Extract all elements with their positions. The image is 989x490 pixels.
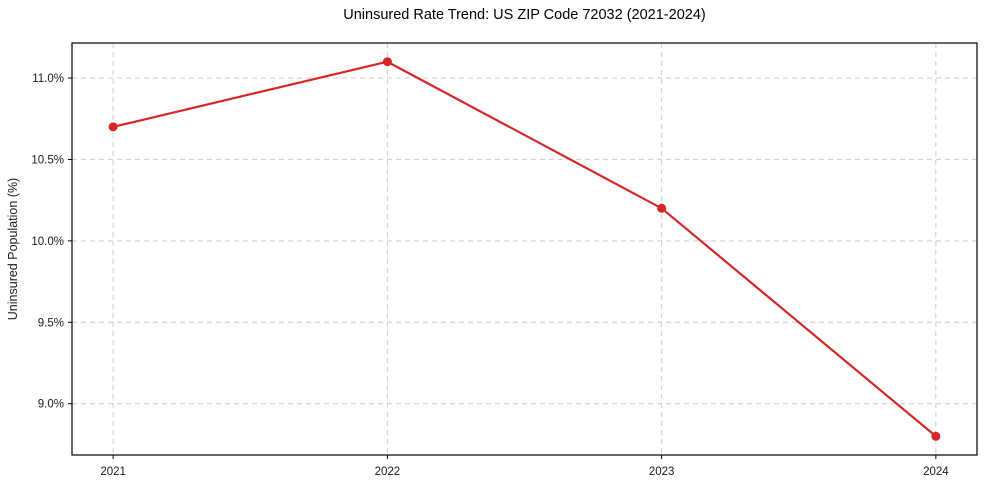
y-axis-label: Uninsured Population (%)	[6, 178, 20, 320]
x-tick-label: 2023	[649, 466, 675, 478]
y-tick-label: 11.0%	[32, 73, 64, 85]
x-tick-label: 2024	[923, 466, 949, 478]
y-tick-label: 9.0%	[38, 399, 64, 411]
data-point	[931, 431, 941, 441]
y-tick-label: 10.5%	[31, 154, 64, 166]
chart-title: Uninsured Rate Trend: US ZIP Code 72032 …	[343, 7, 706, 23]
y-tick-label: 9.5%	[38, 317, 64, 329]
data-point	[108, 122, 118, 132]
x-tick-label: 2021	[100, 466, 126, 478]
trend-line	[112, 60, 937, 438]
y-tick-label: 10.0%	[31, 236, 64, 248]
data-point	[382, 57, 392, 67]
x-tick-label: 2022	[375, 466, 401, 478]
plot-border	[71, 42, 978, 456]
data-point	[657, 203, 667, 213]
